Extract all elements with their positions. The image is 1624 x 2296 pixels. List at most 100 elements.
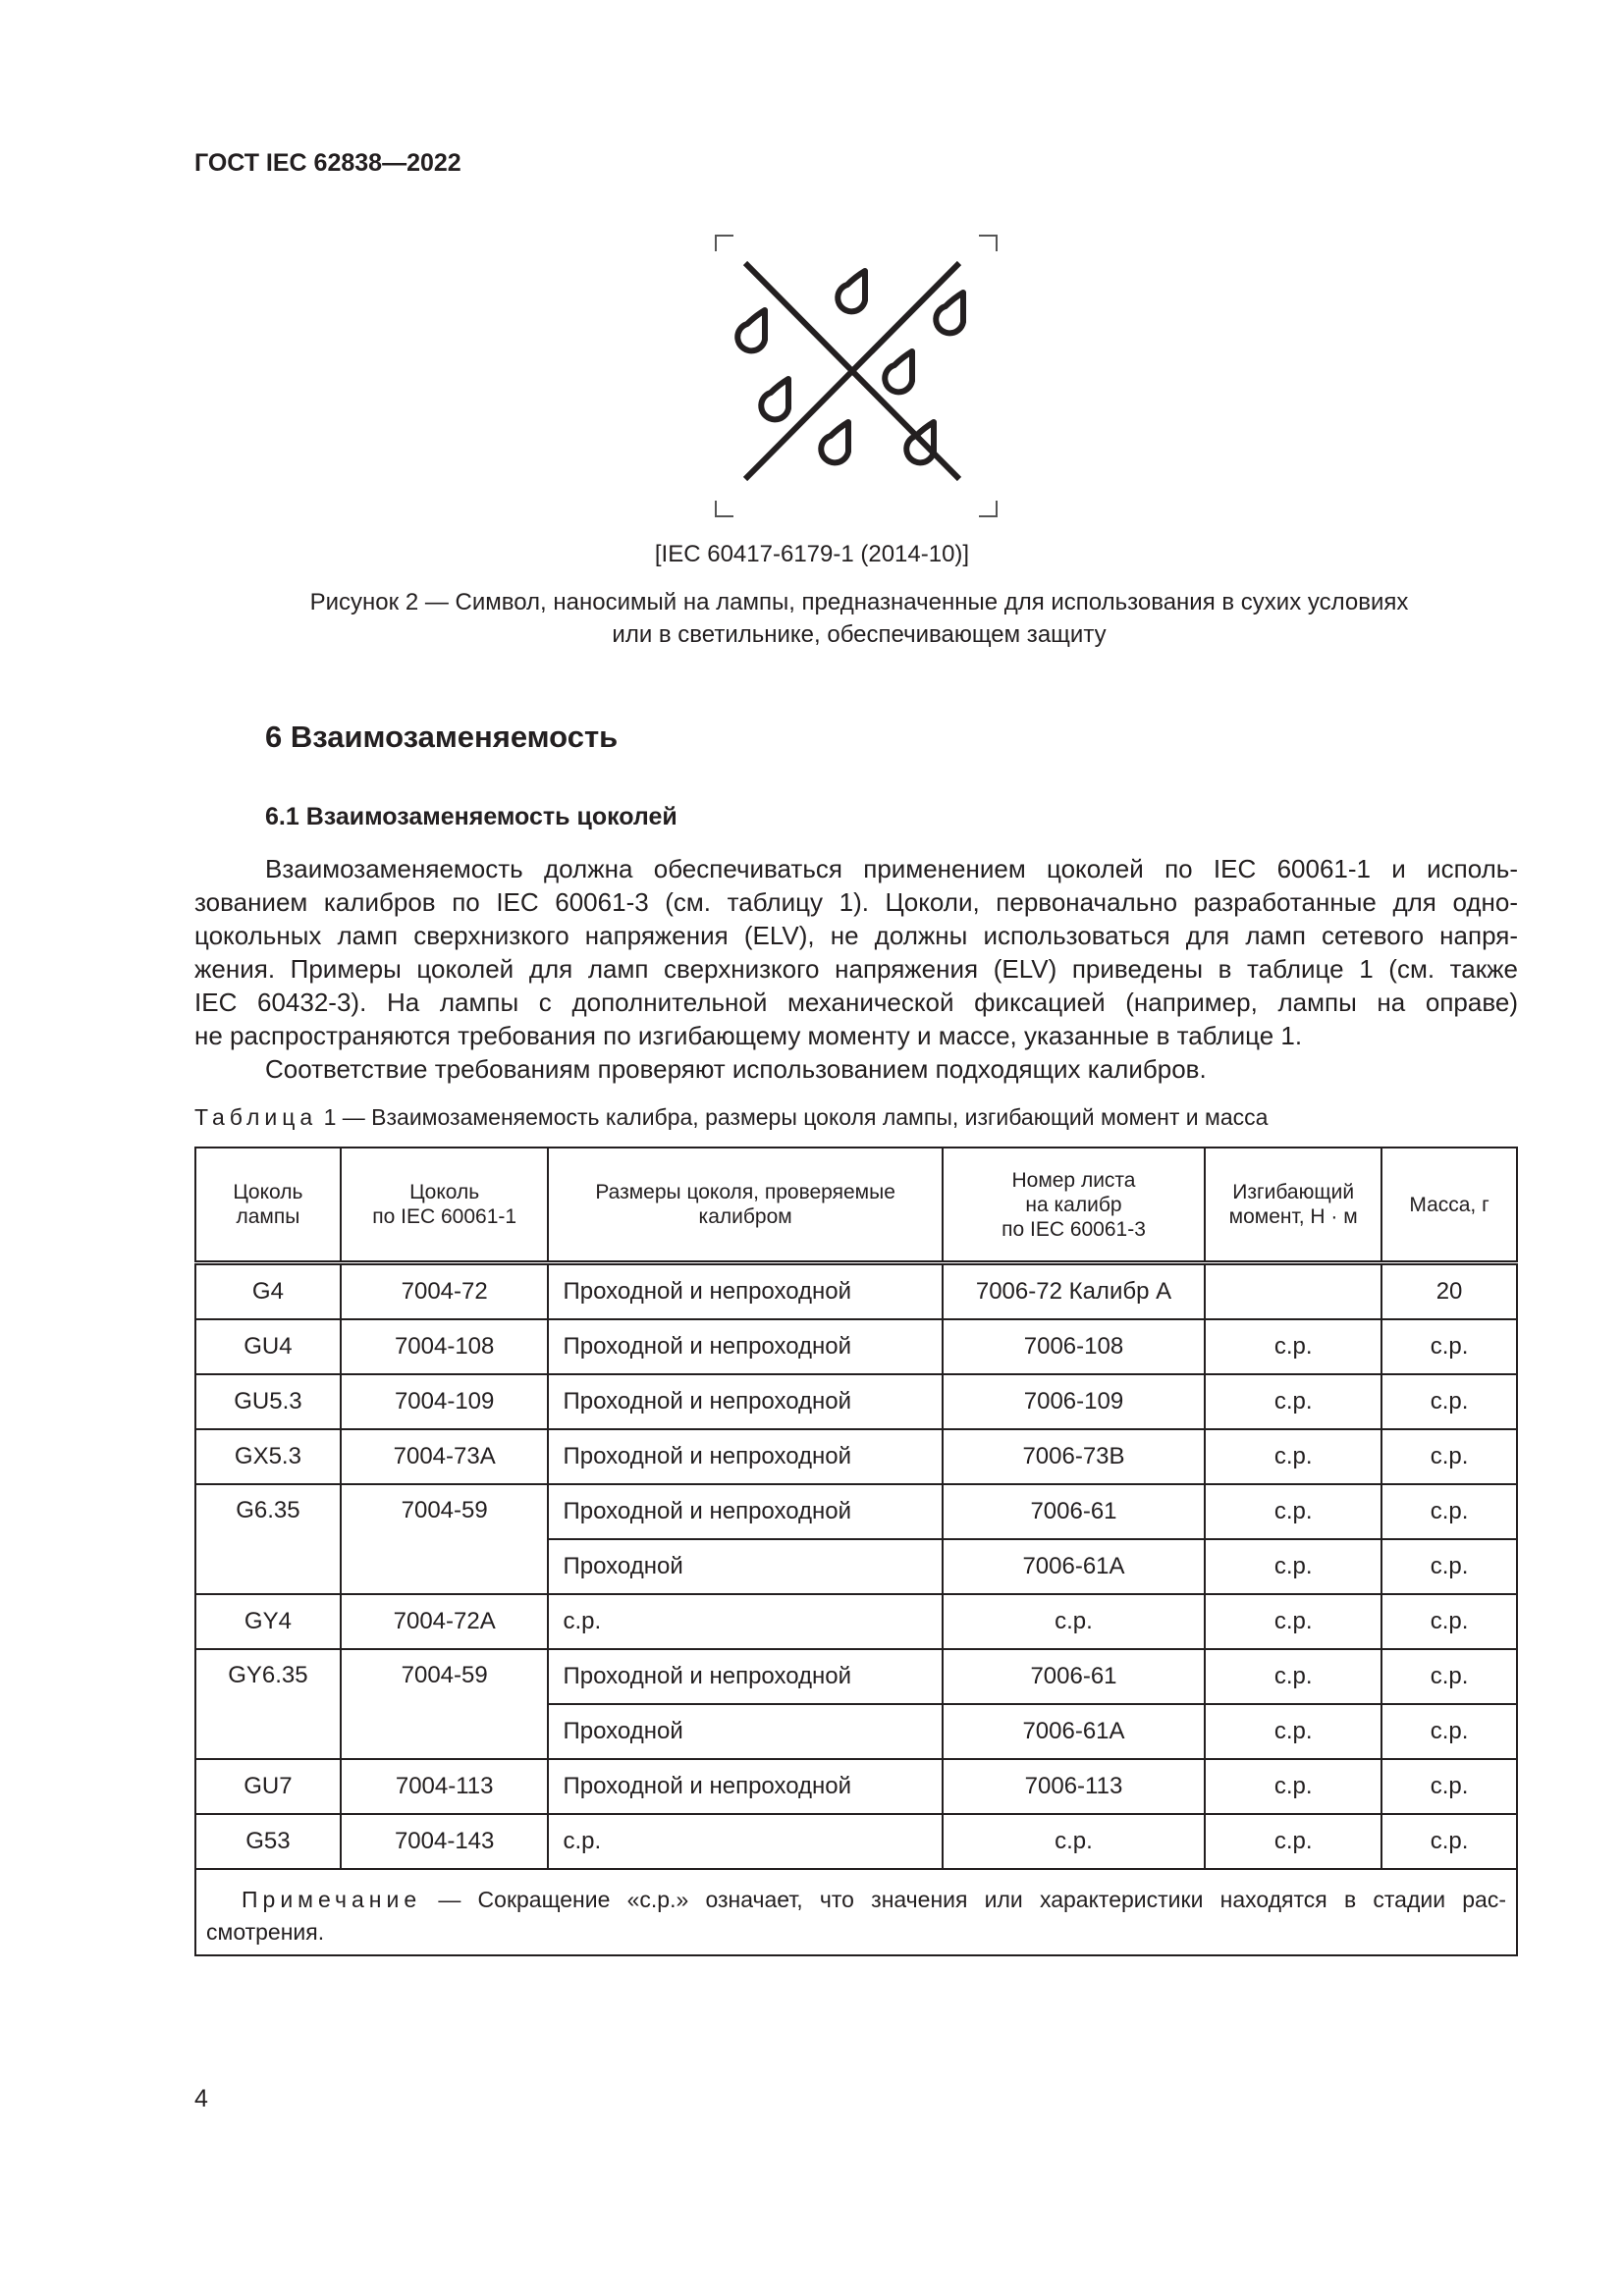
page-number: 4 xyxy=(194,2085,208,2112)
compliance-sentence: Соответствие требованиям проверяют испол… xyxy=(265,1054,1207,1084)
cell-dimensions: Проходной xyxy=(547,1703,944,1760)
cell-sheet: 7006-61A xyxy=(941,1703,1207,1760)
note-text: — Сокращение «с.р.» означает, что значен… xyxy=(421,1887,1506,1912)
cell-mass: с.р. xyxy=(1380,1373,1518,1430)
cell-dimensions: Проходной и непроходной xyxy=(547,1261,944,1320)
cell-sheet: 7006-61 xyxy=(941,1648,1207,1705)
header-line: Изгибающий xyxy=(1232,1181,1355,1203)
cell-mass: 20 xyxy=(1380,1261,1518,1320)
document-id: ГОСТ IEC 62838—2022 xyxy=(194,149,461,177)
cell-sheet: 7006-109 xyxy=(941,1373,1207,1430)
cell-sheet: 7006-72 Калибр А xyxy=(941,1261,1207,1320)
table-row: G53 7004-143 с.р. с.р. с.р. с.р. xyxy=(194,1813,1518,1870)
header-mass: Масса, г xyxy=(1380,1147,1518,1265)
table-row: GY4 7004-72A с.р. с.р. с.р. с.р. xyxy=(194,1593,1518,1650)
cell-dimensions: с.р. xyxy=(547,1593,944,1650)
cell-iec: 7004-113 xyxy=(339,1758,550,1815)
cell-sheet: 7006-113 xyxy=(941,1758,1207,1815)
cell-mass: с.р. xyxy=(1380,1538,1518,1595)
section-heading: 6 Взаимозаменяемость xyxy=(265,720,619,754)
no-wet-conditions-symbol-icon xyxy=(715,235,998,517)
cell-moment: с.р. xyxy=(1204,1428,1383,1485)
cell-dimensions: Проходной xyxy=(547,1538,944,1595)
cell-mass: с.р. xyxy=(1380,1593,1518,1650)
header-sheet: Номер листа на калибр по IEC 60061-3 xyxy=(941,1147,1207,1265)
header-base-iec: Цоколь по IEC 60061-1 xyxy=(339,1147,550,1265)
cell-sheet: с.р. xyxy=(941,1593,1207,1650)
cell-mass: с.р. xyxy=(1380,1703,1518,1760)
cell-moment: с.р. xyxy=(1204,1703,1383,1760)
header-line: на калибр xyxy=(1025,1193,1122,1216)
cell-moment: с.р. xyxy=(1204,1813,1383,1870)
header-line: по IEC 60061-1 xyxy=(372,1205,517,1228)
table-row: G4 7004-72 Проходной и непроходной 7006-72 … xyxy=(194,1261,1518,1320)
body-paragraph: Взаимозаменяемость должна обеспечиваться… xyxy=(194,852,1518,1086)
cell-sheet: 7006-73B xyxy=(941,1428,1207,1485)
table-row: Проходной 7006-61A с.р. с.р. xyxy=(195,1703,1518,1760)
header-line: момент, Н · м xyxy=(1228,1205,1358,1228)
cell-moment: с.р. xyxy=(1204,1483,1383,1540)
subsection-heading: 6.1 Взаимозаменяемость цоколей xyxy=(265,803,677,830)
figure-source: [IEC 60417-6179-1 (2014-10)] xyxy=(654,541,970,567)
table-row: GU5.3 7004-109 Проходной и непроходной 7006… xyxy=(194,1373,1518,1430)
paragraph-line: не распространяются требования по изгиба… xyxy=(194,1021,1303,1050)
header-line: Размеры цоколя, проверяемые xyxy=(595,1181,895,1203)
cell-dimensions: Проходной и непроходной xyxy=(547,1373,944,1430)
table-caption-text: 1 — Взаимозаменяемость калибра, размеры … xyxy=(317,1104,1269,1130)
cell-base: GY4 xyxy=(194,1593,342,1650)
cell-moment: с.р. xyxy=(1204,1758,1383,1815)
table-row: GY6.35 7004-59 Проходной и непроходной 7006… xyxy=(194,1648,1518,1760)
cell-moment: с.р. xyxy=(1204,1318,1383,1375)
interchangeability-table: Цоколь лампы Цоколь по IEC 60061-1 Размеры ц… xyxy=(194,1147,1518,1956)
table-note-row: Примечание — Сокращение «с.р.» означает,… xyxy=(194,1868,1518,1956)
cell-dimensions: Проходной и непроходной xyxy=(547,1648,944,1705)
cell-mass: с.р. xyxy=(1380,1428,1518,1485)
cell-mass: с.р. xyxy=(1380,1813,1518,1870)
cell-sheet: 7006-108 xyxy=(941,1318,1207,1375)
paragraph-line: жения. Примеры цоколей для ламп сверхниз… xyxy=(194,954,1518,984)
table-caption-label: Таблица xyxy=(194,1104,318,1130)
figure-caption: Рисунок 2 — Символ, наносимый на лампы, … xyxy=(236,586,1483,651)
note-label: Примечание xyxy=(242,1887,422,1912)
cell-iec: 7004-72 xyxy=(339,1261,550,1320)
cell-moment xyxy=(1204,1261,1383,1320)
cell-iec: 7004-108 xyxy=(339,1318,550,1375)
header-line: Цоколь xyxy=(409,1181,480,1203)
paragraph-line: зованием калибров по IEC 60061-3 (см. та… xyxy=(194,887,1518,917)
table-row: GX5.3 7004-73A Проходной и непроходной 7006… xyxy=(194,1428,1518,1485)
cell-iec: 7004-72A xyxy=(339,1593,550,1650)
cell-sheet: с.р. xyxy=(941,1813,1207,1870)
cell-dimensions: Проходной и непроходной xyxy=(547,1318,944,1375)
cell-iec: 7004-59 xyxy=(339,1483,550,1595)
cell-mass: с.р. xyxy=(1380,1483,1518,1540)
table-row: G6.35 7004-59 Проходной и непроходной 7006-… xyxy=(194,1483,1518,1595)
header-base: Цоколь лампы xyxy=(194,1147,342,1265)
cell-iec: 7004-73A xyxy=(339,1428,550,1485)
header-line: лампы xyxy=(236,1205,300,1228)
header-line: калибром xyxy=(698,1205,792,1228)
cell-sheet: 7006-61 xyxy=(941,1483,1207,1540)
header-line: Масса, г xyxy=(1409,1193,1489,1216)
cell-mass: с.р. xyxy=(1380,1648,1518,1705)
paragraph-line: цокольных ламп сверхнизкого напряжения (… xyxy=(194,921,1518,950)
note-text-continued: смотрения. xyxy=(206,1919,325,1945)
cell-moment: с.р. xyxy=(1204,1538,1383,1595)
figure-caption-line: Рисунок 2 — Символ, наносимый на лампы, … xyxy=(309,589,1409,615)
cell-base: G4 xyxy=(194,1261,342,1320)
cell-base: GU5.3 xyxy=(194,1373,342,1430)
paragraph-line: IEC 60432-3). На лампы с дополнительной … xyxy=(194,988,1518,1017)
paragraph-line: Взаимозаменяемость должна обеспечиваться… xyxy=(265,854,1518,883)
table-caption: Таблица 1 — Взаимозаменяемость калибра, … xyxy=(194,1104,1268,1131)
cell-base: GX5.3 xyxy=(194,1428,342,1485)
cell-base: GU7 xyxy=(194,1758,342,1815)
table-note: Примечание — Сокращение «с.р.» означает,… xyxy=(194,1868,1518,1956)
table-row: GU7 7004-113 Проходной и непроходной 7006-1… xyxy=(194,1758,1518,1815)
header-moment: Изгибающий момент, Н · м xyxy=(1204,1147,1383,1265)
cell-mass: с.р. xyxy=(1380,1758,1518,1815)
table-row: Проходной 7006-61A с.р. с.р. xyxy=(195,1538,1518,1595)
cell-moment: с.р. xyxy=(1204,1373,1383,1430)
header-dimensions: Размеры цоколя, проверяемые калибром xyxy=(547,1147,944,1265)
cell-base: G53 xyxy=(194,1813,342,1870)
cell-base: GU4 xyxy=(194,1318,342,1375)
cell-iec: 7004-143 xyxy=(339,1813,550,1870)
